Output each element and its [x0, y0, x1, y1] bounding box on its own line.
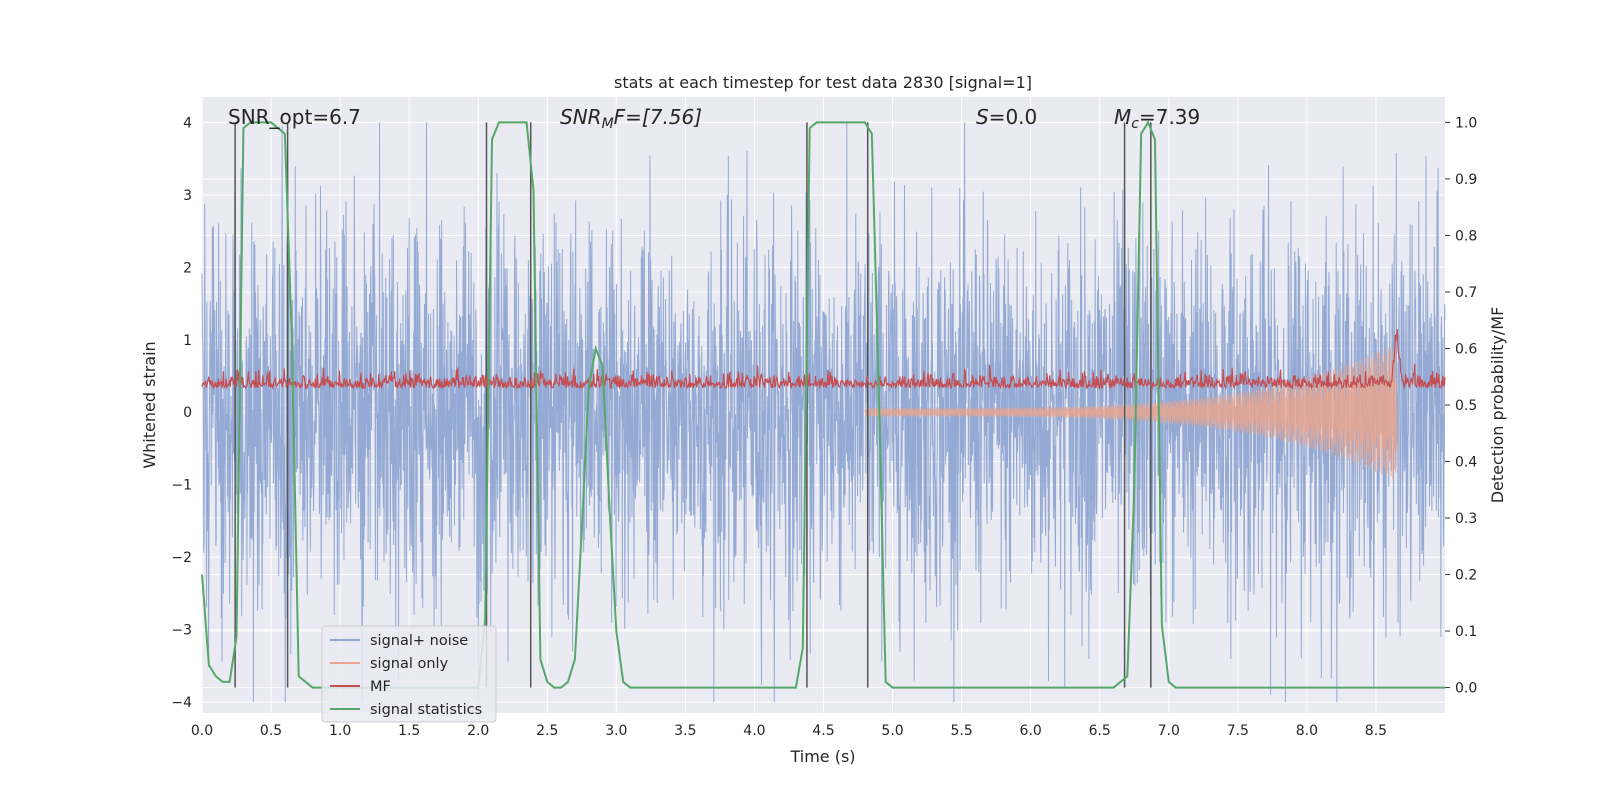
series-signal-statistics	[201, 120, 1445, 689]
x-tick-label: 0.0	[191, 723, 213, 739]
x-tick-label: 5.5	[950, 723, 972, 739]
chart-title: stats at each timestep for test data 283…	[614, 73, 1032, 92]
y-left-tick-label: 1	[183, 333, 192, 349]
annotation-snr-mf-symbol: SNR	[560, 105, 602, 129]
plot-area	[201, 120, 1446, 703]
y-right-tick-label: 0.9	[1455, 172, 1477, 188]
y-right-tick-label: 0.6	[1455, 341, 1477, 357]
series-signal-only	[864, 343, 1398, 480]
annotation-mc-symbol: M	[1114, 105, 1131, 129]
legend-label-signal: signal only	[370, 656, 449, 672]
y-right-tick-label: 0.4	[1455, 455, 1477, 471]
x-tick-label: 8.5	[1365, 723, 1387, 739]
x-axis-label: Time (s)	[789, 747, 855, 766]
x-tick-label: 4.0	[743, 723, 765, 739]
annotation-mc-subscript: c	[1131, 116, 1139, 132]
x-tick-label: 5.0	[881, 723, 903, 739]
x-tick-label: 0.5	[260, 723, 282, 739]
x-tick-label: 3.5	[674, 723, 696, 739]
annotation-mc-rest: =7.39	[1139, 105, 1200, 129]
legend-label-mf: MF	[370, 679, 391, 695]
x-tick-label: 8.0	[1296, 723, 1318, 739]
annotation-snr-mf: SNRMF=[7.56]	[560, 105, 702, 132]
y-right-tick-label: 0.1	[1455, 624, 1477, 640]
y-left-tick-label: 2	[183, 260, 192, 276]
annotation-s-symbol: S	[976, 105, 989, 129]
y-left-tick-label: −1	[171, 478, 192, 494]
y-left-tick-label: −2	[171, 550, 192, 566]
y-right-tick-label: 0.2	[1455, 568, 1477, 584]
ticks: 0.0 0.5 1.0 1.5 2.0 2.5 3.0 3.5 4.0 4.5 5.0 5.5 6.0 6…	[171, 115, 1477, 739]
x-tick-label: 2.0	[467, 723, 489, 739]
annotation-s-rest: =0.0	[989, 105, 1038, 129]
y-left-tick-label: 4	[183, 115, 192, 131]
y-right-tick-label: 0.7	[1455, 285, 1477, 301]
x-tick-label: 7.0	[1158, 723, 1180, 739]
legend-label-noise: signal+ noise	[370, 633, 468, 649]
y-axis-label-left: Whitened strain	[140, 341, 159, 468]
y-right-tick-label: 0.5	[1455, 398, 1477, 414]
y-right-tick-label: 0.8	[1455, 228, 1477, 244]
y-right-tick-label: 0.0	[1455, 681, 1477, 697]
series-mf	[201, 329, 1446, 391]
x-tick-label: 6.0	[1020, 723, 1042, 739]
legend-label-stats: signal statistics	[370, 702, 482, 718]
x-tick-label: 1.0	[329, 723, 351, 739]
y-right-tick-label: 1.0	[1455, 115, 1477, 131]
y-left-tick-label: 3	[183, 188, 192, 204]
annotation-mc: Mc=7.39	[1114, 105, 1200, 132]
annotation-snr-mf-rest: F=[7.56]	[614, 105, 702, 129]
y-left-tick-label: −4	[171, 695, 192, 711]
x-tick-label: 7.5	[1227, 723, 1249, 739]
x-tick-label: 6.5	[1089, 723, 1111, 739]
x-tick-label: 3.0	[605, 723, 627, 739]
legend: signal+ noise signal only MF signal stat…	[321, 625, 497, 723]
y-left-tick-label: 0	[183, 405, 192, 421]
legend-box	[321, 625, 497, 723]
annotation-s: S=0.0	[976, 105, 1037, 129]
x-tick-label: 4.5	[812, 723, 834, 739]
annotation-snr-mf-subscript: M	[602, 116, 614, 132]
x-tick-label: 2.5	[536, 723, 558, 739]
annotation-snr-opt: SNR_opt=6.7	[228, 105, 361, 129]
y-axis-label-right: Detection probability/MF	[1488, 307, 1507, 504]
y-right-tick-label: 0.3	[1455, 511, 1477, 527]
y-left-tick-label: −3	[171, 623, 192, 639]
x-tick-label: 1.5	[398, 723, 420, 739]
